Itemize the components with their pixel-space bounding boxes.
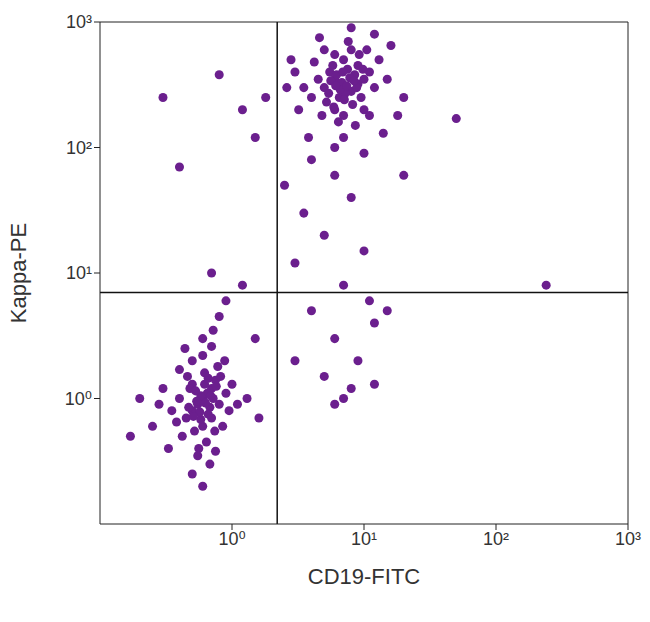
svg-text:10³: 10³ xyxy=(615,529,641,549)
svg-text:Kappa-PE: Kappa-PE xyxy=(8,223,31,323)
svg-text:10⁰: 10⁰ xyxy=(218,529,245,549)
svg-text:10²: 10² xyxy=(66,138,92,158)
svg-text:10⁰: 10⁰ xyxy=(65,389,92,409)
svg-text:10¹: 10¹ xyxy=(66,263,92,283)
svg-text:10³: 10³ xyxy=(66,12,92,32)
svg-text:CD19-FITC: CD19-FITC xyxy=(308,564,421,589)
svg-text:10²: 10² xyxy=(483,529,509,549)
svg-text:10¹: 10¹ xyxy=(351,529,377,549)
